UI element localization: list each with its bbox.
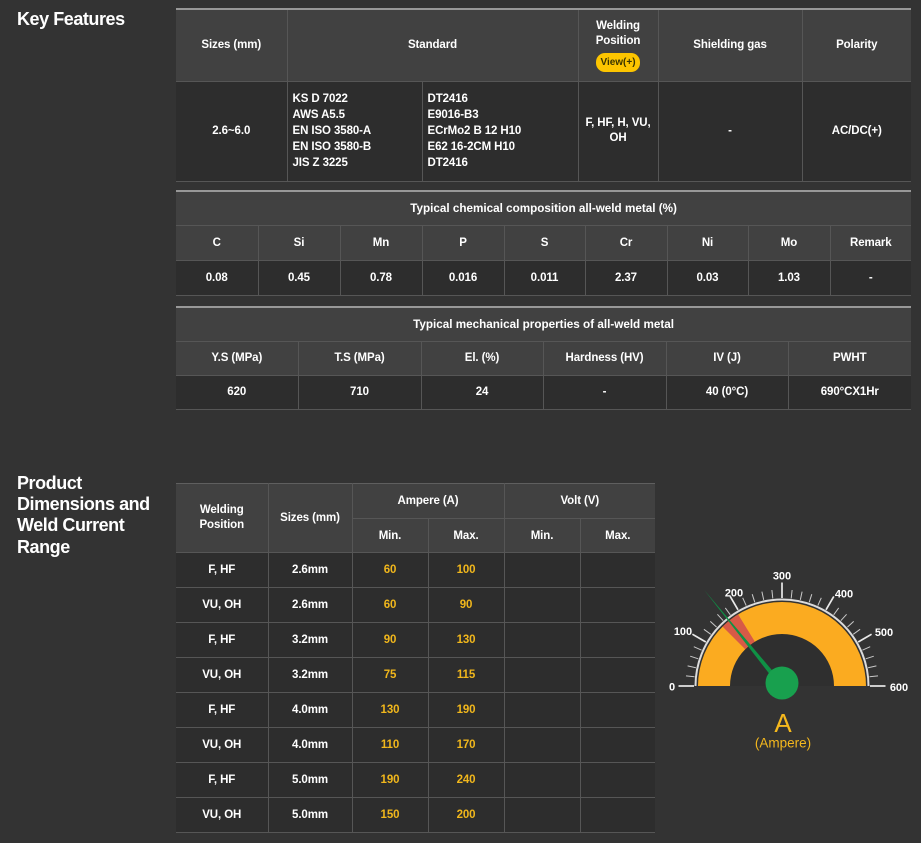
svg-text:400: 400 xyxy=(835,589,853,601)
svg-text:100: 100 xyxy=(674,626,692,638)
svg-text:500: 500 xyxy=(875,627,893,639)
svg-text:300: 300 xyxy=(773,571,791,583)
svg-text:200: 200 xyxy=(725,588,743,600)
svg-text:0: 0 xyxy=(669,682,675,694)
svg-text:(Ampere): (Ampere) xyxy=(755,736,811,751)
svg-text:A: A xyxy=(774,708,792,738)
svg-text:600: 600 xyxy=(890,682,908,694)
